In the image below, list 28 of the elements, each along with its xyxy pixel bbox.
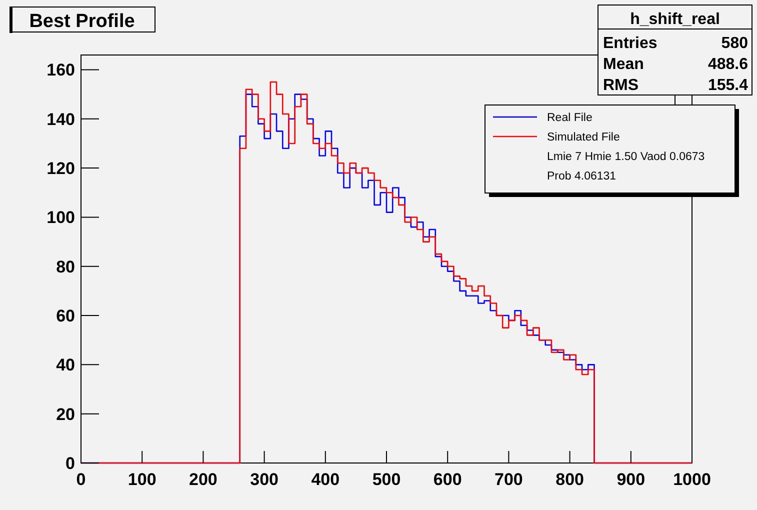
y-tick-label: 60 [56,306,75,326]
x-tick-label: 500 [372,470,401,489]
text: Entries 580 [603,35,748,52]
y-tick-label: 40 [56,356,75,375]
text: Mean 488.6 [603,56,748,73]
annotation: Lmie 7 Hmie 1.50 Vaod 0.0673 [547,151,705,163]
x-tick-label: 300 [250,470,278,489]
y-tick-label: 80 [56,257,75,276]
y-tick-label: 140 [46,110,75,129]
y-tick-label: 100 [46,208,75,228]
x-tick-label: 400 [311,470,340,489]
legend-label: Real File [547,112,592,124]
y-tick-label: 160 [46,60,75,80]
annotation: Prob 4.06131 [547,170,616,182]
x-tick-label: 100 [128,470,156,489]
x-tick-label: 1000 [673,470,711,489]
y-tick-label: 0 [66,454,75,473]
x-tick-label: 200 [189,470,218,489]
x-tick-label: 600 [433,470,462,489]
legend-label: Simulated File [547,132,620,144]
text: h_shift_real [630,11,720,28]
x-tick-label: 700 [494,470,523,489]
x-tick-label: 900 [616,470,646,489]
x-tick-label: 800 [556,470,584,489]
text: RMS 155.4 [603,77,748,94]
y-tick-label: 120 [46,159,75,178]
y-tick-label: 20 [56,404,75,424]
chart-title: Best Profile [29,11,135,32]
